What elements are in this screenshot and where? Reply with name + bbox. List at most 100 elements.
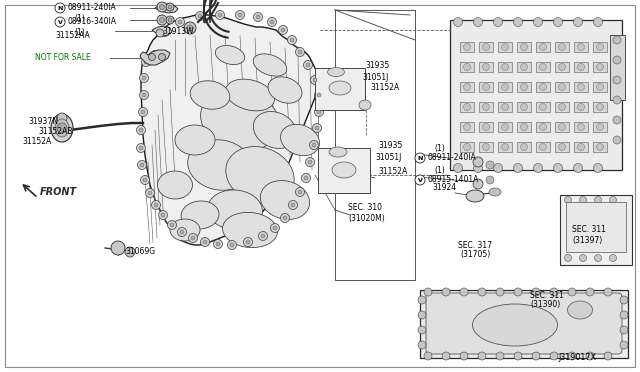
Circle shape bbox=[287, 35, 296, 45]
Circle shape bbox=[579, 196, 586, 203]
Circle shape bbox=[463, 103, 470, 110]
Circle shape bbox=[554, 17, 563, 26]
Text: 31937N: 31937N bbox=[28, 118, 58, 126]
Bar bbox=[498, 62, 512, 72]
Circle shape bbox=[496, 352, 504, 360]
Ellipse shape bbox=[51, 114, 73, 142]
Circle shape bbox=[502, 103, 509, 110]
Circle shape bbox=[189, 234, 198, 243]
Text: 31152A: 31152A bbox=[22, 138, 51, 147]
Bar bbox=[574, 62, 588, 72]
Circle shape bbox=[424, 352, 432, 360]
Circle shape bbox=[577, 83, 584, 90]
Circle shape bbox=[595, 196, 602, 203]
Text: SEC. 317: SEC. 317 bbox=[458, 241, 492, 250]
Circle shape bbox=[559, 144, 566, 151]
Circle shape bbox=[261, 234, 265, 238]
Bar bbox=[460, 62, 474, 72]
Text: (31397): (31397) bbox=[572, 235, 602, 244]
Text: SEC. 311: SEC. 311 bbox=[572, 225, 606, 234]
Circle shape bbox=[593, 17, 602, 26]
Circle shape bbox=[180, 230, 184, 234]
Circle shape bbox=[493, 164, 502, 173]
Ellipse shape bbox=[489, 188, 501, 196]
Text: SEC. 311: SEC. 311 bbox=[530, 291, 564, 299]
Text: 31935: 31935 bbox=[378, 141, 403, 150]
Text: 31152A: 31152A bbox=[378, 167, 407, 176]
Bar bbox=[536, 142, 550, 152]
Bar bbox=[479, 82, 493, 92]
Circle shape bbox=[596, 124, 604, 131]
Circle shape bbox=[540, 64, 547, 71]
Circle shape bbox=[203, 240, 207, 244]
Bar bbox=[479, 102, 493, 112]
Circle shape bbox=[145, 189, 154, 198]
Text: 08911-240IA: 08911-240IA bbox=[67, 3, 116, 13]
Ellipse shape bbox=[329, 147, 347, 157]
Circle shape bbox=[296, 48, 305, 57]
Text: (1): (1) bbox=[74, 28, 84, 36]
Circle shape bbox=[195, 12, 205, 20]
Circle shape bbox=[577, 44, 584, 51]
Circle shape bbox=[613, 36, 621, 44]
Circle shape bbox=[540, 44, 547, 51]
Bar bbox=[318, 148, 370, 193]
Circle shape bbox=[259, 231, 268, 241]
Circle shape bbox=[148, 54, 156, 61]
Text: (1): (1) bbox=[434, 144, 445, 153]
Bar bbox=[498, 142, 512, 152]
Circle shape bbox=[308, 160, 312, 164]
Circle shape bbox=[271, 224, 280, 232]
Circle shape bbox=[532, 352, 540, 360]
Circle shape bbox=[502, 124, 509, 131]
Bar bbox=[566, 202, 626, 252]
Bar bbox=[479, 42, 493, 52]
Circle shape bbox=[278, 26, 287, 35]
Circle shape bbox=[502, 64, 509, 71]
Circle shape bbox=[559, 64, 566, 71]
Ellipse shape bbox=[280, 124, 319, 155]
Circle shape bbox=[55, 17, 65, 27]
Circle shape bbox=[312, 143, 316, 147]
Circle shape bbox=[313, 78, 317, 82]
Bar bbox=[479, 122, 493, 132]
Circle shape bbox=[540, 103, 547, 110]
Circle shape bbox=[520, 64, 527, 71]
Circle shape bbox=[559, 103, 566, 110]
Circle shape bbox=[303, 61, 312, 70]
Circle shape bbox=[596, 103, 604, 110]
Circle shape bbox=[609, 254, 616, 262]
Ellipse shape bbox=[215, 45, 244, 64]
Circle shape bbox=[559, 83, 566, 90]
Circle shape bbox=[191, 236, 195, 240]
Ellipse shape bbox=[568, 301, 593, 319]
Circle shape bbox=[270, 20, 274, 24]
Circle shape bbox=[496, 288, 504, 296]
Circle shape bbox=[596, 44, 604, 51]
Circle shape bbox=[513, 17, 522, 26]
Bar bbox=[498, 42, 512, 52]
Circle shape bbox=[157, 15, 167, 25]
Circle shape bbox=[520, 124, 527, 131]
Circle shape bbox=[291, 203, 295, 207]
Bar bbox=[479, 62, 493, 72]
Circle shape bbox=[184, 22, 196, 34]
Ellipse shape bbox=[329, 81, 351, 95]
Circle shape bbox=[139, 146, 143, 150]
Circle shape bbox=[187, 25, 193, 31]
Circle shape bbox=[595, 254, 602, 262]
Circle shape bbox=[168, 18, 172, 22]
Text: N: N bbox=[417, 155, 422, 160]
Circle shape bbox=[141, 58, 150, 67]
Ellipse shape bbox=[175, 125, 215, 155]
Circle shape bbox=[138, 160, 147, 170]
Bar bbox=[498, 102, 512, 112]
Circle shape bbox=[513, 164, 522, 173]
Circle shape bbox=[534, 17, 543, 26]
Circle shape bbox=[296, 187, 305, 196]
Circle shape bbox=[604, 352, 612, 360]
Ellipse shape bbox=[223, 212, 277, 248]
Text: 08916-340IA: 08916-340IA bbox=[67, 17, 116, 26]
Circle shape bbox=[175, 17, 184, 26]
Circle shape bbox=[157, 2, 167, 12]
